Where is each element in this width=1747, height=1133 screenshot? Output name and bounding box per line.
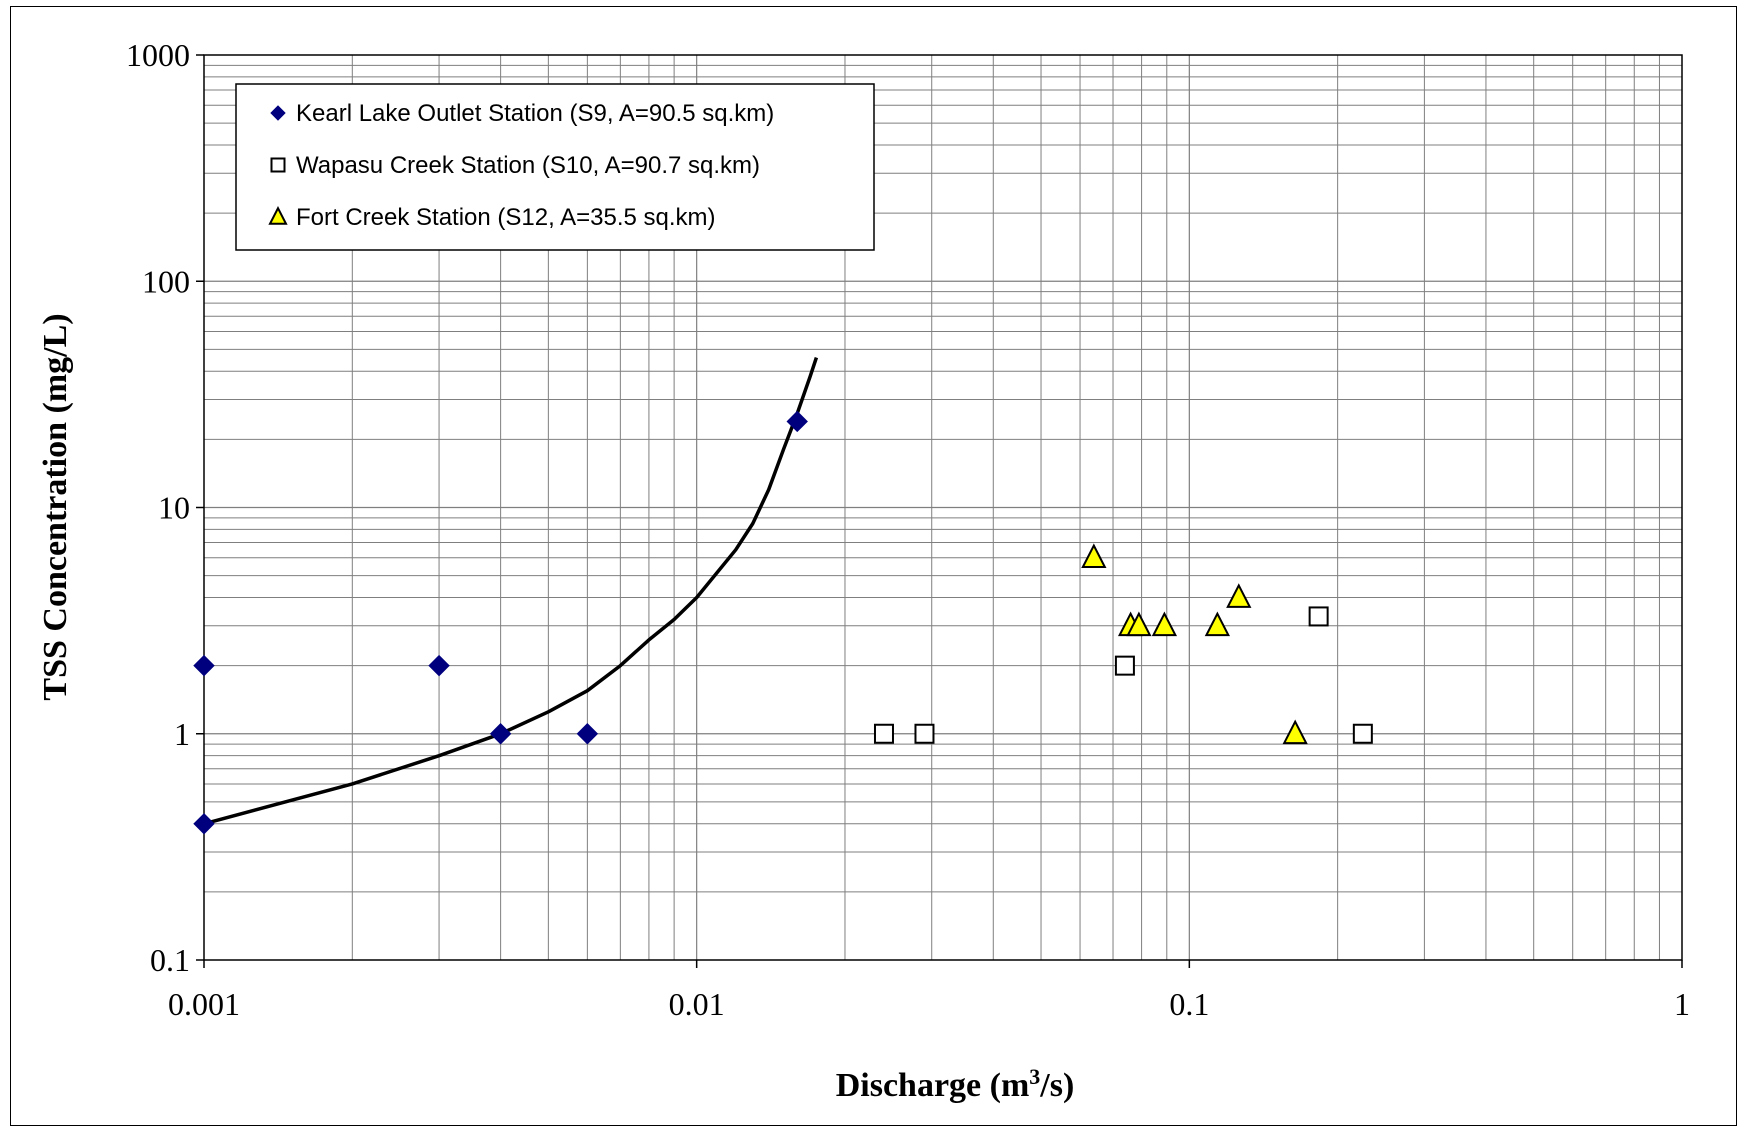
legend-marker-1 (270, 105, 286, 121)
data-point-series-1 (193, 654, 215, 677)
y-tick-label: 1 (174, 716, 190, 752)
y-tick-label: 0.1 (150, 942, 190, 978)
y-tick-label: 1000 (126, 37, 190, 73)
trend-line-layer (203, 357, 819, 826)
data-point-series-3 (1126, 611, 1152, 637)
x-tick-label: 1 (1674, 986, 1690, 1022)
data-point-series-3 (1204, 611, 1231, 637)
x-axis-title: Discharge (m3/s) (836, 1064, 1075, 1105)
data-point-series-2 (873, 723, 894, 744)
legend: Kearl Lake Outlet Station (S9, A=90.5 sq… (235, 83, 875, 251)
data-point-series-2 (1352, 723, 1373, 744)
data-point-series-3 (1226, 583, 1252, 608)
y-tick-label: 10 (158, 490, 190, 526)
data-point-series-3 (1282, 719, 1308, 745)
data-point-series-3 (1151, 611, 1178, 637)
y-axis-title: TSS Concentration (mg/L) (37, 313, 74, 700)
legend-marker-3 (268, 206, 288, 225)
x-tick-label: 0.001 (168, 986, 240, 1022)
data-point-series-2 (1114, 655, 1135, 676)
data-points-layer (193, 410, 1373, 835)
x-axis-title-main: Discharge (m (836, 1067, 1030, 1104)
legend-box (235, 83, 875, 251)
x-tick-label: 0.1 (1169, 986, 1209, 1022)
y-tick-label: 100 (142, 263, 190, 299)
trend-line (203, 357, 819, 826)
legend-label-2: Wapasu Creek Station (S10, A=90.7 sq.km) (296, 152, 760, 179)
x-axis-title-superscript: 3 (1029, 1064, 1040, 1089)
x-axis-title-end: /s) (1039, 1067, 1074, 1104)
tick-labels: 0.001 0.01 0.1 1 0.1 1 10 100 1000 (126, 37, 1690, 1022)
legend-label-3: Fort Creek Station (S12, A=35.5 sq.km) (296, 204, 716, 231)
data-point-series-3 (1081, 543, 1107, 569)
legend-label-1: Kearl Lake Outlet Station (S9, A=90.5 sq… (296, 100, 774, 127)
data-point-series-2 (914, 723, 935, 744)
data-point-series-1 (786, 410, 808, 433)
data-point-series-1 (489, 723, 512, 745)
data-point-series-1 (576, 723, 599, 745)
data-point-series-1 (193, 813, 215, 835)
legend-marker-2 (270, 157, 286, 173)
x-tick-label: 0.01 (669, 986, 725, 1022)
data-point-series-2 (1308, 606, 1329, 627)
data-point-series-1 (428, 654, 450, 677)
